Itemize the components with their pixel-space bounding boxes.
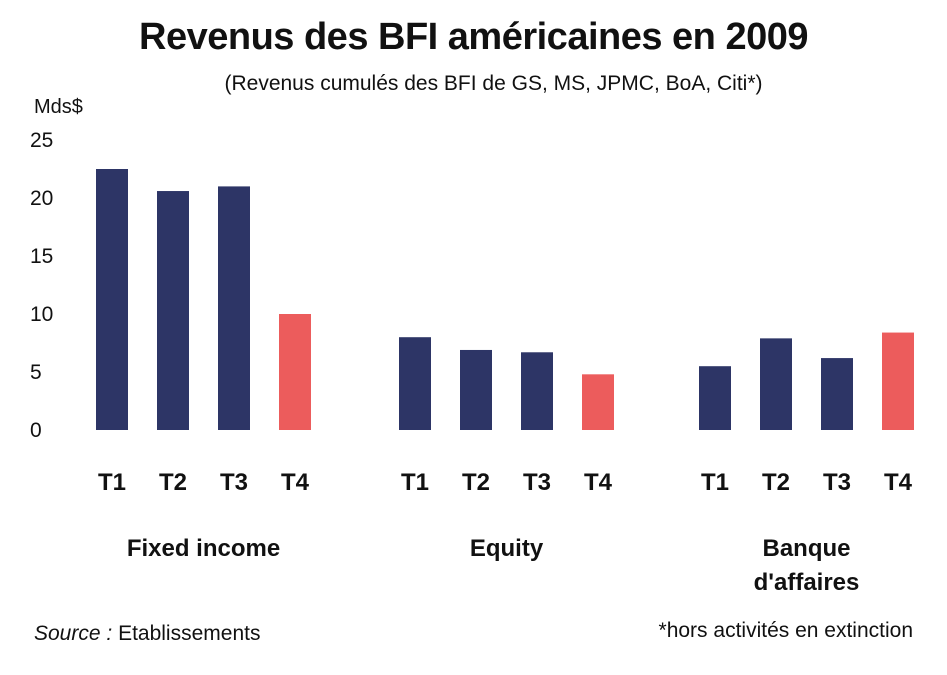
group-label-line: Banque <box>762 535 851 562</box>
x-tick-label: T1 <box>701 469 729 496</box>
chart-subtitle: (Revenus cumulés des BFI de GS, MS, JPMC… <box>224 72 763 95</box>
bar <box>521 352 553 430</box>
chart-title: Revenus des BFI américaines en 2009 <box>139 16 808 58</box>
bar <box>96 169 128 430</box>
footnote: *hors activités en extinction <box>658 619 913 642</box>
group-label: Fixed income <box>84 532 324 566</box>
bar <box>882 332 914 430</box>
y-tick-label: 20 <box>30 187 53 210</box>
x-tick-label: T2 <box>462 469 490 496</box>
y-tick-label: 10 <box>30 303 53 326</box>
x-tick-label: T3 <box>523 469 551 496</box>
group-label: Equity <box>387 532 627 566</box>
source-note: Source : Etablissements <box>34 622 260 646</box>
group-label-line: Fixed income <box>126 535 281 562</box>
source-label: Source : <box>34 622 113 645</box>
x-tick-label: T1 <box>401 469 429 496</box>
x-tick-label: T3 <box>823 469 851 496</box>
bar <box>460 349 492 430</box>
y-tick-label: 15 <box>30 245 53 268</box>
x-tick-label: T4 <box>584 469 613 496</box>
x-tick-label: T4 <box>281 469 310 496</box>
x-tick-label: T1 <box>98 469 126 496</box>
group-label-line: d'affaires <box>753 569 860 596</box>
bar <box>279 314 311 430</box>
x-tick-label: T2 <box>762 469 790 496</box>
group-label-line: Equity <box>469 535 544 562</box>
x-tick-label: T3 <box>220 469 248 496</box>
y-axis-unit-label: Mds$ <box>34 96 83 118</box>
x-tick-label: T4 <box>884 469 913 496</box>
bar <box>699 366 731 430</box>
y-tick-label: 0 <box>30 419 42 442</box>
x-tick-label: T2 <box>159 469 187 496</box>
y-tick-label: 25 <box>30 129 53 152</box>
bar <box>821 358 853 430</box>
bar <box>218 186 250 430</box>
bar <box>399 337 431 430</box>
source-value: Etablissements <box>118 622 261 645</box>
bar <box>582 374 614 430</box>
group-label: Banque d'affaires <box>687 532 927 600</box>
y-tick-label: 5 <box>30 361 42 384</box>
bar <box>760 338 792 430</box>
bar <box>157 191 189 430</box>
